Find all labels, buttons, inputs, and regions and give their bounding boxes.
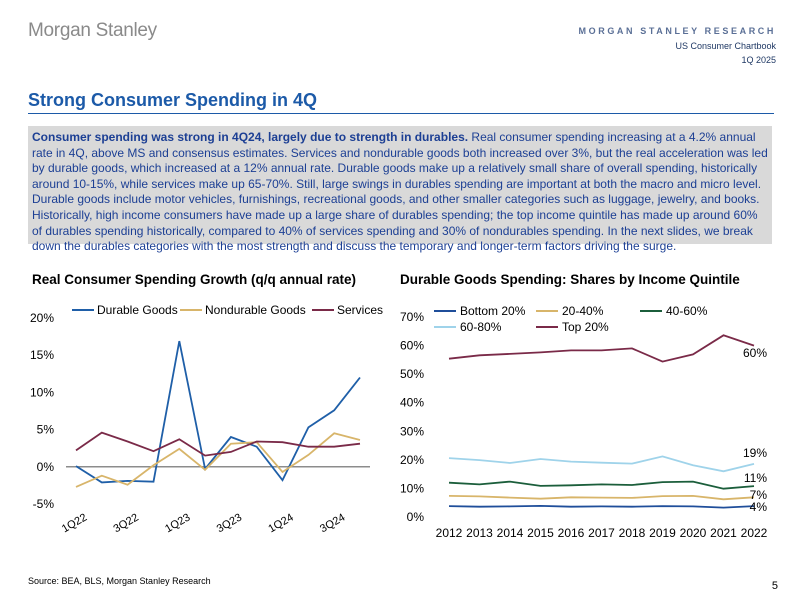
- end-value-label: 4%: [750, 500, 768, 514]
- report-name: US Consumer Chartbook: [675, 41, 776, 51]
- y-tick-label-quintile: 10%: [400, 481, 424, 495]
- x-tick-label-quintile: 2012: [436, 526, 463, 540]
- x-tick-label-quintile: 2018: [619, 526, 646, 540]
- y-tick-label-growth: 0%: [37, 460, 55, 474]
- legend-label-growth: Services: [337, 303, 383, 317]
- x-tick-label-growth: 3Q22: [111, 511, 140, 535]
- summary-lead: Consumer spending was strong in 4Q24, la…: [32, 130, 469, 144]
- brand-logo: Morgan Stanley: [28, 20, 157, 41]
- source-note: Source: BEA, BLS, Morgan Stanley Researc…: [28, 576, 211, 586]
- legend-label-quintile: 40-60%: [666, 304, 708, 318]
- summary-text: Real consumer spending increasing at a 4…: [32, 130, 768, 254]
- x-tick-label-growth: 3Q23: [215, 511, 244, 535]
- y-tick-label-quintile: 70%: [400, 310, 424, 324]
- chart-title-growth: Real Consumer Spending Growth (q/q annua…: [32, 272, 357, 287]
- y-tick-label-quintile: 50%: [400, 367, 424, 381]
- x-tick-label-quintile: 2020: [680, 526, 707, 540]
- y-tick-label-growth: 5%: [37, 423, 55, 437]
- x-tick-label-quintile: 2022: [741, 526, 768, 540]
- legend-label-quintile: Top 20%: [562, 320, 609, 334]
- y-tick-label-quintile: 40%: [400, 396, 424, 410]
- series-line-quintile-1: [448, 494, 755, 501]
- series-line-durable-goods: [75, 340, 361, 484]
- y-tick-label-growth: 15%: [30, 348, 54, 362]
- end-value-label: 11%: [744, 471, 767, 485]
- summary-box: Consumer spending was strong in 4Q24, la…: [28, 126, 772, 253]
- page-title: Strong Consumer Spending in 4Q: [28, 90, 318, 110]
- x-tick-label-quintile: 2013: [466, 526, 493, 540]
- y-tick-label-quintile: 30%: [400, 424, 424, 438]
- end-value-label: 60%: [743, 346, 767, 360]
- series-line-services: [75, 431, 361, 457]
- chart-title-quintile: Durable Goods Spending: Shares by Income…: [400, 272, 740, 287]
- x-tick-label-quintile: 2021: [710, 526, 737, 540]
- x-tick-label-quintile: 2016: [558, 526, 585, 540]
- x-tick-label-quintile: 2015: [527, 526, 554, 540]
- series-line-quintile-3: [448, 455, 755, 473]
- series-line-quintile-0: [448, 504, 755, 509]
- series-line-quintile-2: [448, 480, 755, 490]
- series-line-nondurable-goods: [75, 432, 361, 488]
- y-tick-label-quintile: 0%: [407, 510, 425, 524]
- y-tick-label-growth: 20%: [30, 311, 54, 325]
- y-tick-label-quintile: 60%: [400, 339, 424, 353]
- end-value-label: 19%: [743, 446, 767, 460]
- legend-label-quintile: 20-40%: [562, 304, 604, 318]
- legend-label-growth: Nondurable Goods: [205, 303, 306, 317]
- x-tick-label-growth: 1Q23: [163, 511, 192, 535]
- report-series-label: MORGAN STANLEY RESEARCH: [578, 26, 776, 36]
- series-line-quintile-4: [448, 334, 755, 363]
- legend-label-quintile: 60-80%: [460, 320, 502, 334]
- x-tick-label-quintile: 2014: [497, 526, 524, 540]
- page-number: 5: [771, 580, 778, 592]
- title-divider: [28, 113, 774, 114]
- y-tick-label-quintile: 20%: [400, 453, 424, 467]
- legend-label-quintile: Bottom 20%: [460, 304, 526, 318]
- report-date: 1Q 2025: [741, 55, 776, 65]
- x-tick-label-growth: 1Q22: [60, 511, 89, 535]
- x-tick-label-growth: 1Q24: [266, 511, 295, 535]
- end-value-label: 7%: [750, 488, 768, 502]
- legend-label-growth: Durable Goods: [97, 303, 178, 317]
- y-tick-label-growth: 10%: [30, 385, 54, 399]
- x-tick-label-quintile: 2017: [588, 526, 615, 540]
- x-tick-label-growth: 3Q24: [318, 511, 347, 535]
- x-tick-label-quintile: 2019: [649, 526, 676, 540]
- y-tick-label-growth: -5%: [33, 497, 55, 511]
